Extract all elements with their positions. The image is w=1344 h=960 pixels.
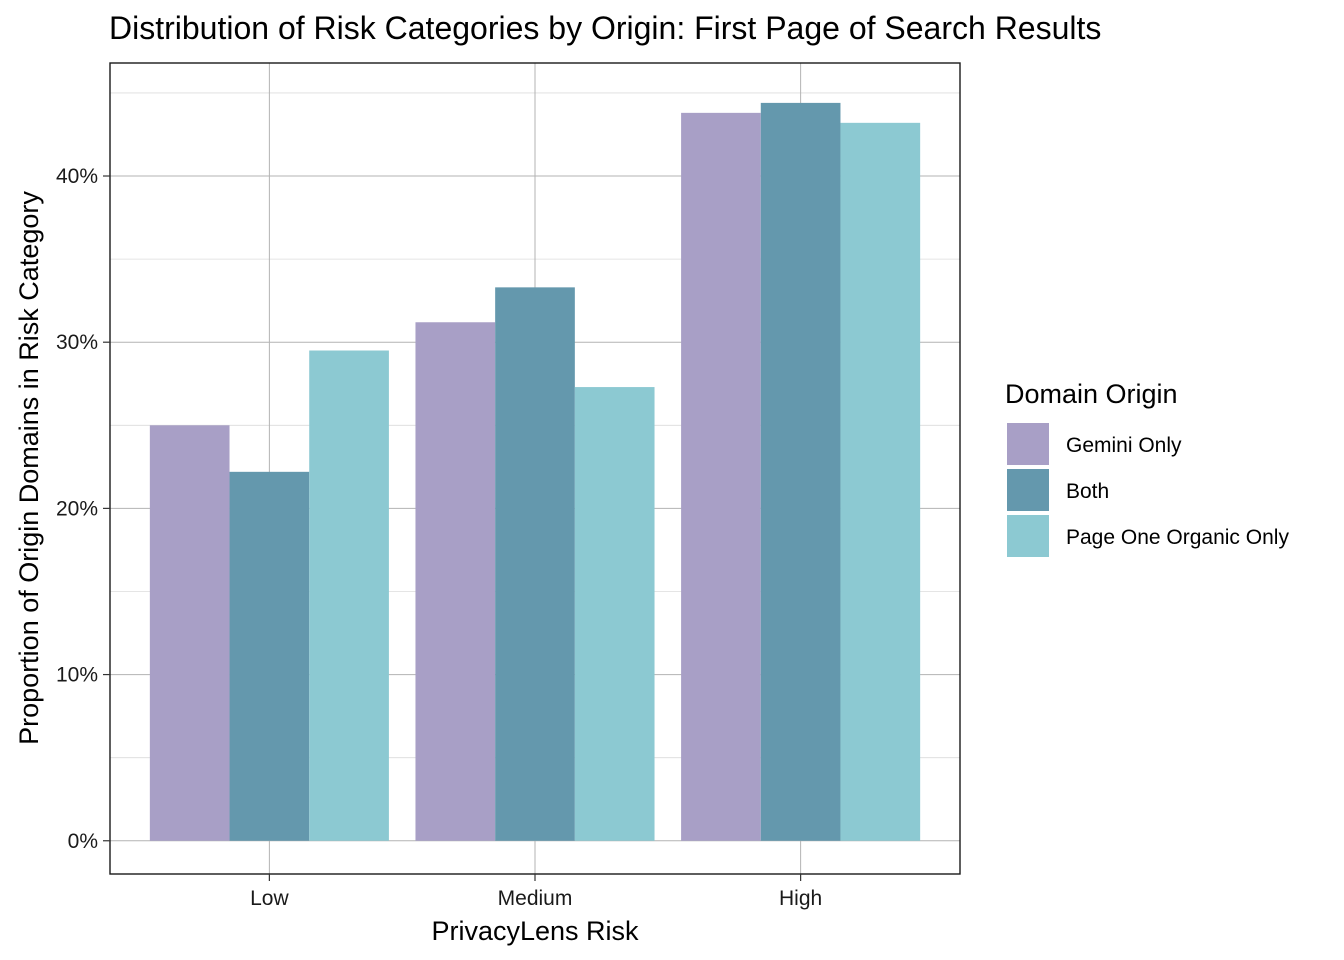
bar-gemini-only-low	[149, 425, 230, 841]
y-tick-label: 0%	[68, 830, 98, 853]
x-tick-label: Medium	[498, 887, 573, 910]
x-axis-title: PrivacyLens Risk	[431, 916, 639, 946]
legend-key	[1007, 469, 1049, 511]
y-tick-label: 30%	[56, 331, 98, 354]
y-tick-label: 10%	[56, 664, 98, 687]
bar-page-one-organic-only-low	[309, 350, 389, 841]
x-tick-label: High	[779, 887, 822, 910]
bar-both-high	[760, 102, 841, 841]
legend-entries: Gemini Only Both Page One Organic Only	[1007, 423, 1289, 557]
legend-title: Domain Origin	[1005, 379, 1178, 409]
bar-page-one-organic-only-medium	[574, 387, 655, 841]
y-tick-label: 40%	[56, 165, 98, 188]
bar-both-low	[229, 471, 310, 841]
bar-gemini-only-high	[681, 112, 761, 841]
y-axis-title: Proportion of Origin Domains in Risk Cat…	[14, 191, 44, 745]
y-tick-label: 20%	[56, 497, 98, 520]
legend-key	[1007, 423, 1049, 465]
legend-label: Page One Organic Only	[1066, 526, 1289, 549]
legend-label: Gemini Only	[1066, 434, 1182, 457]
legend: Domain Origin Gemini Only Both Page One Or…	[1005, 379, 1289, 557]
bars	[149, 102, 921, 841]
bar-both-medium	[495, 287, 575, 841]
axis-ticks: 0% 10% 20% 30% 40% Low Medium High	[56, 165, 822, 910]
bar-gemini-only-medium	[415, 322, 496, 841]
x-tick-label: Low	[250, 887, 289, 910]
chart-title: Distribution of Risk Categories by Origi…	[109, 10, 1101, 46]
legend-key	[1007, 515, 1049, 557]
legend-label: Both	[1066, 480, 1109, 503]
bar-page-one-organic-only-high	[840, 122, 921, 841]
